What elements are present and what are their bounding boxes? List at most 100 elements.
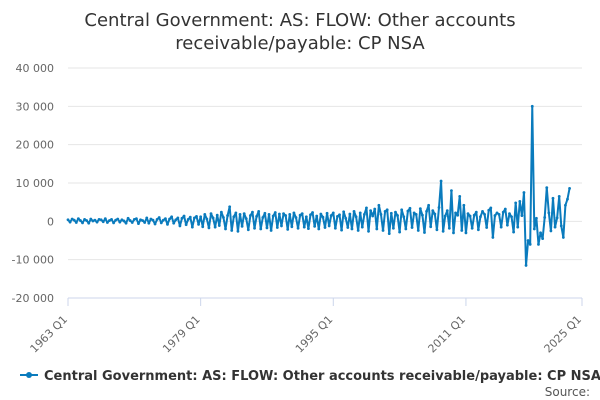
data-point[interactable] <box>348 212 352 216</box>
data-point[interactable] <box>66 218 70 222</box>
data-point[interactable] <box>240 224 244 228</box>
data-point[interactable] <box>553 225 557 229</box>
data-point[interactable] <box>524 264 528 267</box>
data-point[interactable] <box>333 226 337 230</box>
data-point[interactable] <box>323 226 327 229</box>
data-point[interactable] <box>408 206 412 210</box>
data-point[interactable] <box>116 217 120 221</box>
data-point[interactable] <box>298 213 302 217</box>
data-point[interactable] <box>122 219 126 223</box>
data-point[interactable] <box>385 208 389 212</box>
data-point[interactable] <box>396 214 399 217</box>
data-point[interactable] <box>188 215 192 219</box>
data-point[interactable] <box>441 229 445 233</box>
data-point[interactable] <box>331 211 335 215</box>
data-point[interactable] <box>275 226 279 229</box>
data-point[interactable] <box>184 223 188 227</box>
data-point[interactable] <box>530 104 534 108</box>
data-point[interactable] <box>224 227 227 231</box>
data-point[interactable] <box>336 214 339 218</box>
data-point[interactable] <box>248 214 252 217</box>
data-point[interactable] <box>537 242 540 246</box>
data-point[interactable] <box>462 203 466 207</box>
data-point[interactable] <box>190 225 194 229</box>
data-point[interactable] <box>307 227 310 231</box>
data-point[interactable] <box>226 214 229 217</box>
data-point[interactable] <box>547 211 551 215</box>
data-point[interactable] <box>383 209 387 213</box>
data-point[interactable] <box>230 229 234 232</box>
data-point[interactable] <box>103 217 107 221</box>
data-point[interactable] <box>286 227 290 231</box>
data-point[interactable] <box>559 224 563 228</box>
data-point[interactable] <box>520 214 524 217</box>
data-point[interactable] <box>112 221 115 225</box>
data-point[interactable] <box>288 213 292 216</box>
data-point[interactable] <box>501 210 505 214</box>
data-point[interactable] <box>201 225 205 229</box>
data-point[interactable] <box>304 215 308 219</box>
data-point[interactable] <box>141 219 145 222</box>
data-point[interactable] <box>232 215 236 219</box>
data-point[interactable] <box>137 222 140 226</box>
data-point[interactable] <box>493 214 497 217</box>
data-point[interactable] <box>215 213 219 217</box>
data-point[interactable] <box>410 226 414 229</box>
data-point[interactable] <box>317 227 321 231</box>
data-point[interactable] <box>193 216 196 220</box>
data-point[interactable] <box>309 213 312 217</box>
data-point[interactable] <box>147 221 151 225</box>
data-point[interactable] <box>259 227 263 231</box>
data-point[interactable] <box>435 228 439 232</box>
data-point[interactable] <box>452 231 455 235</box>
data-point[interactable] <box>354 215 358 219</box>
data-point[interactable] <box>209 212 213 216</box>
data-point[interactable] <box>518 200 522 203</box>
data-point[interactable] <box>470 226 474 230</box>
data-point[interactable] <box>350 227 354 231</box>
data-point[interactable] <box>499 225 503 229</box>
data-point[interactable] <box>375 227 379 231</box>
data-point[interactable] <box>300 212 304 216</box>
data-point[interactable] <box>526 239 530 242</box>
data-point[interactable] <box>495 211 499 215</box>
data-point[interactable] <box>267 213 271 216</box>
data-point[interactable] <box>373 207 377 211</box>
data-point[interactable] <box>294 216 298 219</box>
data-point[interactable] <box>284 214 288 217</box>
data-point[interactable] <box>551 196 555 200</box>
data-point[interactable] <box>313 224 317 228</box>
data-point[interactable] <box>180 216 184 220</box>
legend[interactable]: Central Government: AS: FLOW: Other acco… <box>20 369 600 384</box>
data-point[interactable] <box>126 216 130 220</box>
data-point[interactable] <box>176 216 180 220</box>
data-point[interactable] <box>402 215 406 219</box>
data-point[interactable] <box>510 215 513 219</box>
data-point[interactable] <box>516 225 520 229</box>
data-point[interactable] <box>170 215 174 219</box>
data-point[interactable] <box>400 208 404 212</box>
data-point[interactable] <box>479 215 482 219</box>
data-point[interactable] <box>394 210 397 214</box>
data-point[interactable] <box>387 232 391 236</box>
data-point[interactable] <box>118 220 122 224</box>
data-point[interactable] <box>130 221 134 224</box>
data-point[interactable] <box>302 225 306 229</box>
data-point[interactable] <box>128 219 132 222</box>
data-point[interactable] <box>244 217 248 221</box>
data-point[interactable] <box>134 217 138 221</box>
data-point[interactable] <box>211 216 215 220</box>
data-point[interactable] <box>251 210 254 214</box>
data-point[interactable] <box>311 211 314 214</box>
data-point[interactable] <box>568 186 571 190</box>
data-point[interactable] <box>76 217 80 221</box>
data-point[interactable] <box>217 224 221 227</box>
data-point[interactable] <box>271 214 275 218</box>
data-point[interactable] <box>70 217 74 221</box>
data-point[interactable] <box>398 230 402 234</box>
data-point[interactable] <box>367 229 370 233</box>
data-point[interactable] <box>325 211 329 215</box>
data-point[interactable] <box>234 211 238 215</box>
data-point[interactable] <box>404 227 408 231</box>
data-point[interactable] <box>528 242 532 246</box>
